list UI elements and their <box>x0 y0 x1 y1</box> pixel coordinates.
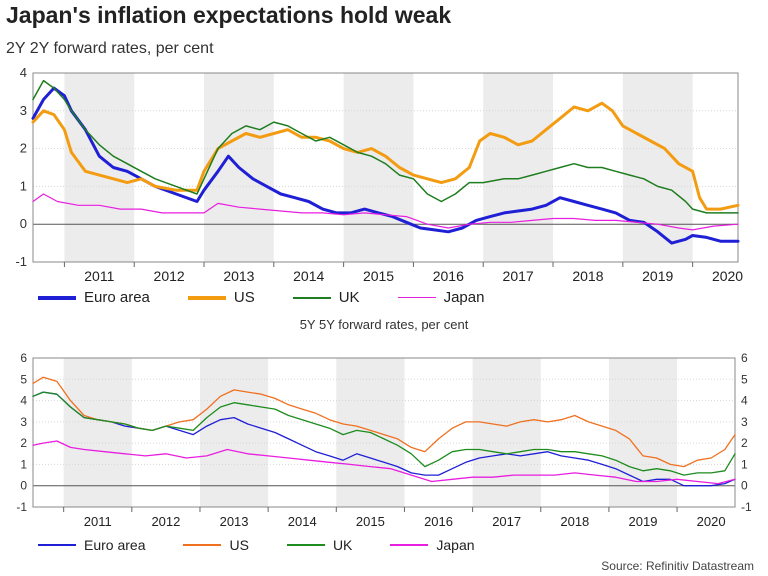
legend-label-us-2: US <box>229 537 249 553</box>
x-tick-label-2011: 2011 <box>84 268 114 284</box>
legend-swatch-euro-area-2 <box>38 544 76 546</box>
y-tick-label: 0 <box>20 479 27 493</box>
legend-swatch-us <box>187 295 226 300</box>
legend-swatch-japan-2 <box>390 544 429 546</box>
legend-swatch-uk <box>292 296 331 299</box>
y-tick-label: 6 <box>20 351 27 365</box>
y-tick-label-right: -1 <box>741 500 752 514</box>
x-tick-label-2012: 2012 <box>151 514 180 529</box>
legend-swatch-euro-area <box>38 295 76 300</box>
legend-item-us-2: US <box>183 537 249 553</box>
legend-item-uk: UK <box>292 289 360 306</box>
x-tick-label-2019: 2019 <box>629 514 658 529</box>
series-line-japan <box>32 193 739 231</box>
series-line-us <box>31 101 740 211</box>
year-band-2015 <box>343 73 414 262</box>
legend-top: Euro area US UK Japan <box>38 289 522 306</box>
y-tick-label-right: 4 <box>741 394 748 408</box>
x-tick-label-2014: 2014 <box>293 268 324 284</box>
series-line-uk <box>32 391 736 476</box>
legend-label-japan: Japan <box>443 289 485 306</box>
legend-item-uk-2: UK <box>286 537 353 553</box>
legend-item-us: US <box>187 289 255 306</box>
y-tick-label-right: 3 <box>741 415 748 429</box>
legend-swatch-uk-2 <box>286 544 325 546</box>
year-band-2011 <box>63 358 132 507</box>
y-tick-label: 1 <box>20 457 27 471</box>
legend-swatch-japan <box>397 296 436 299</box>
chart-subtitle-bottom: 5Y 5Y forward rates, per cent <box>299 317 469 332</box>
y-tick-label: 1 <box>20 178 27 193</box>
legend-item-euro-area-2: Euro area <box>38 537 145 553</box>
y-tick-label: 3 <box>20 103 27 118</box>
legend-bottom: Euro area US UK Japan <box>38 537 513 553</box>
chart-2: -1 -1 0 0 1 1 2 2 3 3 4 4 5 5 6 6 2011 2012 2013 2014 2015 20… <box>16 351 752 529</box>
year-band-2013 <box>199 358 269 507</box>
plot-frame <box>32 72 739 263</box>
chart-subtitle-top: 2Y 2Y forward rates, per cent <box>6 40 214 57</box>
x-tick-label-2011: 2011 <box>84 514 112 529</box>
legend-item-euro-area: Euro area <box>38 289 150 306</box>
source-note: Source: Refinitiv Datastream <box>601 559 754 573</box>
y-tick-label: 0 <box>20 216 27 231</box>
y-tick-label-right: 6 <box>741 351 748 365</box>
y-tick-label: -1 <box>15 254 27 269</box>
chart-title: Japan's inflation expectations hold weak <box>6 2 452 28</box>
legend-label-uk: UK <box>338 289 360 306</box>
year-band-2017 <box>472 358 541 507</box>
x-tick-label-2020: 2020 <box>712 268 743 284</box>
year-band-2017 <box>483 73 554 262</box>
y-tick-label: 2 <box>20 141 27 156</box>
y-tick-label: 5 <box>20 372 27 386</box>
x-tick-label-2016: 2016 <box>424 514 453 529</box>
series-line-euro-area <box>31 86 740 245</box>
legend-label-japan-2: Japan <box>436 537 475 553</box>
x-tick-label-2018: 2018 <box>560 514 589 529</box>
x-tick-label-2012: 2012 <box>154 268 185 284</box>
legend-label-uk-2: UK <box>332 537 353 553</box>
x-tick-label-2019: 2019 <box>642 268 673 284</box>
year-band-2011 <box>64 73 135 262</box>
y-tick-label-right: 1 <box>741 457 748 471</box>
x-tick-label-2013: 2013 <box>220 514 249 529</box>
x-tick-label-2015: 2015 <box>356 514 385 529</box>
chart-1: -1 0 1 2 3 4 2011 2012 2013 2014 2015 2016 2017 2018 2… <box>15 65 743 284</box>
x-tick-label-2013: 2013 <box>223 268 254 284</box>
x-tick-label-2017: 2017 <box>492 514 521 529</box>
x-tick-label-2014: 2014 <box>288 514 317 529</box>
plot-frame <box>32 357 736 508</box>
y-tick-label: 3 <box>20 415 27 429</box>
legend-label-euro-area: Euro area <box>84 289 150 306</box>
y-tick-label-right: 2 <box>741 436 748 450</box>
y-tick-label: -1 <box>16 500 27 514</box>
series-line-uk <box>32 79 739 214</box>
series-line-japan <box>32 440 736 485</box>
legend-item-japan-2: Japan <box>390 537 475 553</box>
legend-swatch-us-2 <box>183 544 222 546</box>
y-tick-label-right: 5 <box>741 372 748 386</box>
x-tick-label-2020: 2020 <box>697 514 726 529</box>
x-tick-label-2015: 2015 <box>363 268 394 284</box>
legend-label-us: US <box>233 289 255 306</box>
legend-item-japan: Japan <box>397 289 485 306</box>
y-tick-label-right: 0 <box>741 479 748 493</box>
legend-label-euro-area-2: Euro area <box>84 537 146 553</box>
y-tick-label: 4 <box>20 65 27 80</box>
x-tick-label-2017: 2017 <box>503 268 534 284</box>
y-tick-label: 4 <box>20 394 27 408</box>
x-tick-label-2016: 2016 <box>433 268 464 284</box>
x-tick-label-2018: 2018 <box>572 268 603 284</box>
y-tick-label: 2 <box>20 436 27 450</box>
